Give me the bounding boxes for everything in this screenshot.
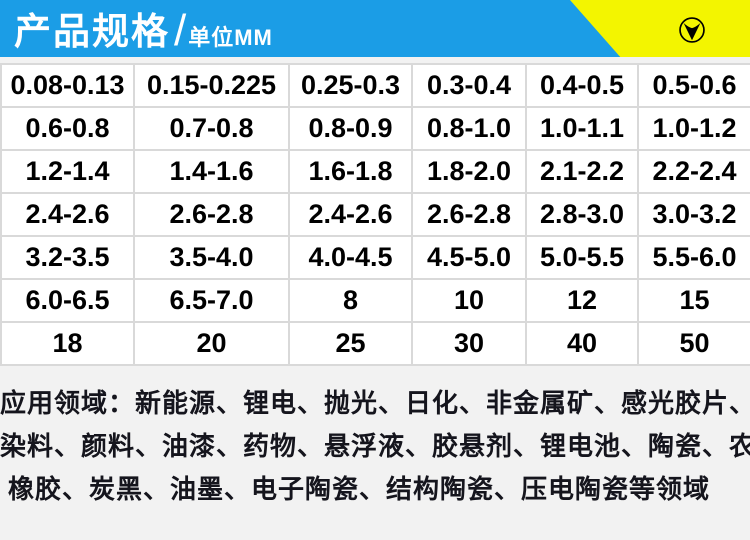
header-banner: 产品规格 / 单位MM	[0, 0, 750, 57]
table-row: 0.6-0.8 0.7-0.8 0.8-0.9 0.8-1.0 1.0-1.1 …	[0, 106, 750, 151]
spec-cell: 1.6-1.8	[288, 149, 413, 194]
table-row: 1.2-1.4 1.4-1.6 1.6-1.8 1.8-2.0 2.1-2.2 …	[0, 149, 750, 194]
page-title: 产品规格	[14, 11, 170, 52]
spec-cell: 1.8-2.0	[411, 149, 527, 194]
spec-cell: 25	[288, 321, 413, 366]
spec-cell: 3.0-3.2	[637, 192, 750, 237]
spec-table: 0.08-0.13 0.15-0.225 0.25-0.3 0.3-0.4 0.…	[0, 63, 750, 366]
spec-cell: 20	[133, 321, 290, 366]
spec-cell: 2.4-2.6	[288, 192, 413, 237]
spec-cell: 1.0-1.1	[525, 106, 639, 151]
spec-cell: 8	[288, 278, 413, 323]
spec-cell: 0.6-0.8	[0, 106, 135, 151]
spec-cell: 4.5-5.0	[411, 235, 527, 280]
spec-cell: 50	[637, 321, 750, 366]
spec-cell: 4.0-4.5	[288, 235, 413, 280]
spec-cell: 0.08-0.13	[0, 63, 135, 108]
spec-cell: 5.5-6.0	[637, 235, 750, 280]
circle-down-arrow-icon[interactable]	[678, 16, 706, 44]
spec-cell: 0.4-0.5	[525, 63, 639, 108]
spec-cell: 1.2-1.4	[0, 149, 135, 194]
spec-cell: 1.0-1.2	[637, 106, 750, 151]
spec-cell: 0.7-0.8	[133, 106, 290, 151]
spec-cell: 10	[411, 278, 527, 323]
table-row: 6.0-6.5 6.5-7.0 8 10 12 15	[0, 278, 750, 323]
applications-text: 应用领域：新能源、锂电、抛光、日化、非金属矿、感光胶片、 染料、颜料、油漆、药物…	[0, 366, 750, 511]
spec-cell: 2.8-3.0	[525, 192, 639, 237]
spec-cell: 2.6-2.8	[133, 192, 290, 237]
spec-cell: 30	[411, 321, 527, 366]
spec-cell: 12	[525, 278, 639, 323]
spec-cell: 0.25-0.3	[288, 63, 413, 108]
spec-cell: 5.0-5.5	[525, 235, 639, 280]
spec-cell: 2.4-2.6	[0, 192, 135, 237]
spec-cell: 0.5-0.6	[637, 63, 750, 108]
spec-cell: 0.15-0.225	[133, 63, 290, 108]
spec-cell: 6.5-7.0	[133, 278, 290, 323]
spec-cell: 2.2-2.4	[637, 149, 750, 194]
banner-titles: 产品规格 / 单位MM	[14, 0, 273, 57]
spec-cell: 1.4-1.6	[133, 149, 290, 194]
title-separator: /	[174, 6, 187, 56]
spec-cell: 0.8-1.0	[411, 106, 527, 151]
applications-line: 染料、颜料、油漆、药物、悬浮液、胶悬剂、锂电池、陶瓷、农药	[0, 431, 750, 461]
table-row: 3.2-3.5 3.5-4.0 4.0-4.5 4.5-5.0 5.0-5.5 …	[0, 235, 750, 280]
spec-cell: 3.2-3.5	[0, 235, 135, 280]
page-subtitle: 单位MM	[188, 24, 273, 50]
spec-cell: 15	[637, 278, 750, 323]
applications-line: 应用领域：新能源、锂电、抛光、日化、非金属矿、感光胶片、	[0, 388, 750, 418]
spec-cell: 18	[0, 321, 135, 366]
spec-cell: 3.5-4.0	[133, 235, 290, 280]
table-row: 18 20 25 30 40 50	[0, 321, 750, 366]
spec-cell: 2.1-2.2	[525, 149, 639, 194]
spec-cell: 2.6-2.8	[411, 192, 527, 237]
table-row: 0.08-0.13 0.15-0.225 0.25-0.3 0.3-0.4 0.…	[0, 63, 750, 108]
table-row: 2.4-2.6 2.6-2.8 2.4-2.6 2.6-2.8 2.8-3.0 …	[0, 192, 750, 237]
spec-cell: 6.0-6.5	[0, 278, 135, 323]
spec-cell: 0.8-0.9	[288, 106, 413, 151]
spec-cell: 40	[525, 321, 639, 366]
applications-line: 橡胶、炭黑、油墨、电子陶瓷、结构陶瓷、压电陶瓷等领域	[8, 474, 711, 504]
spec-cell: 0.3-0.4	[411, 63, 527, 108]
